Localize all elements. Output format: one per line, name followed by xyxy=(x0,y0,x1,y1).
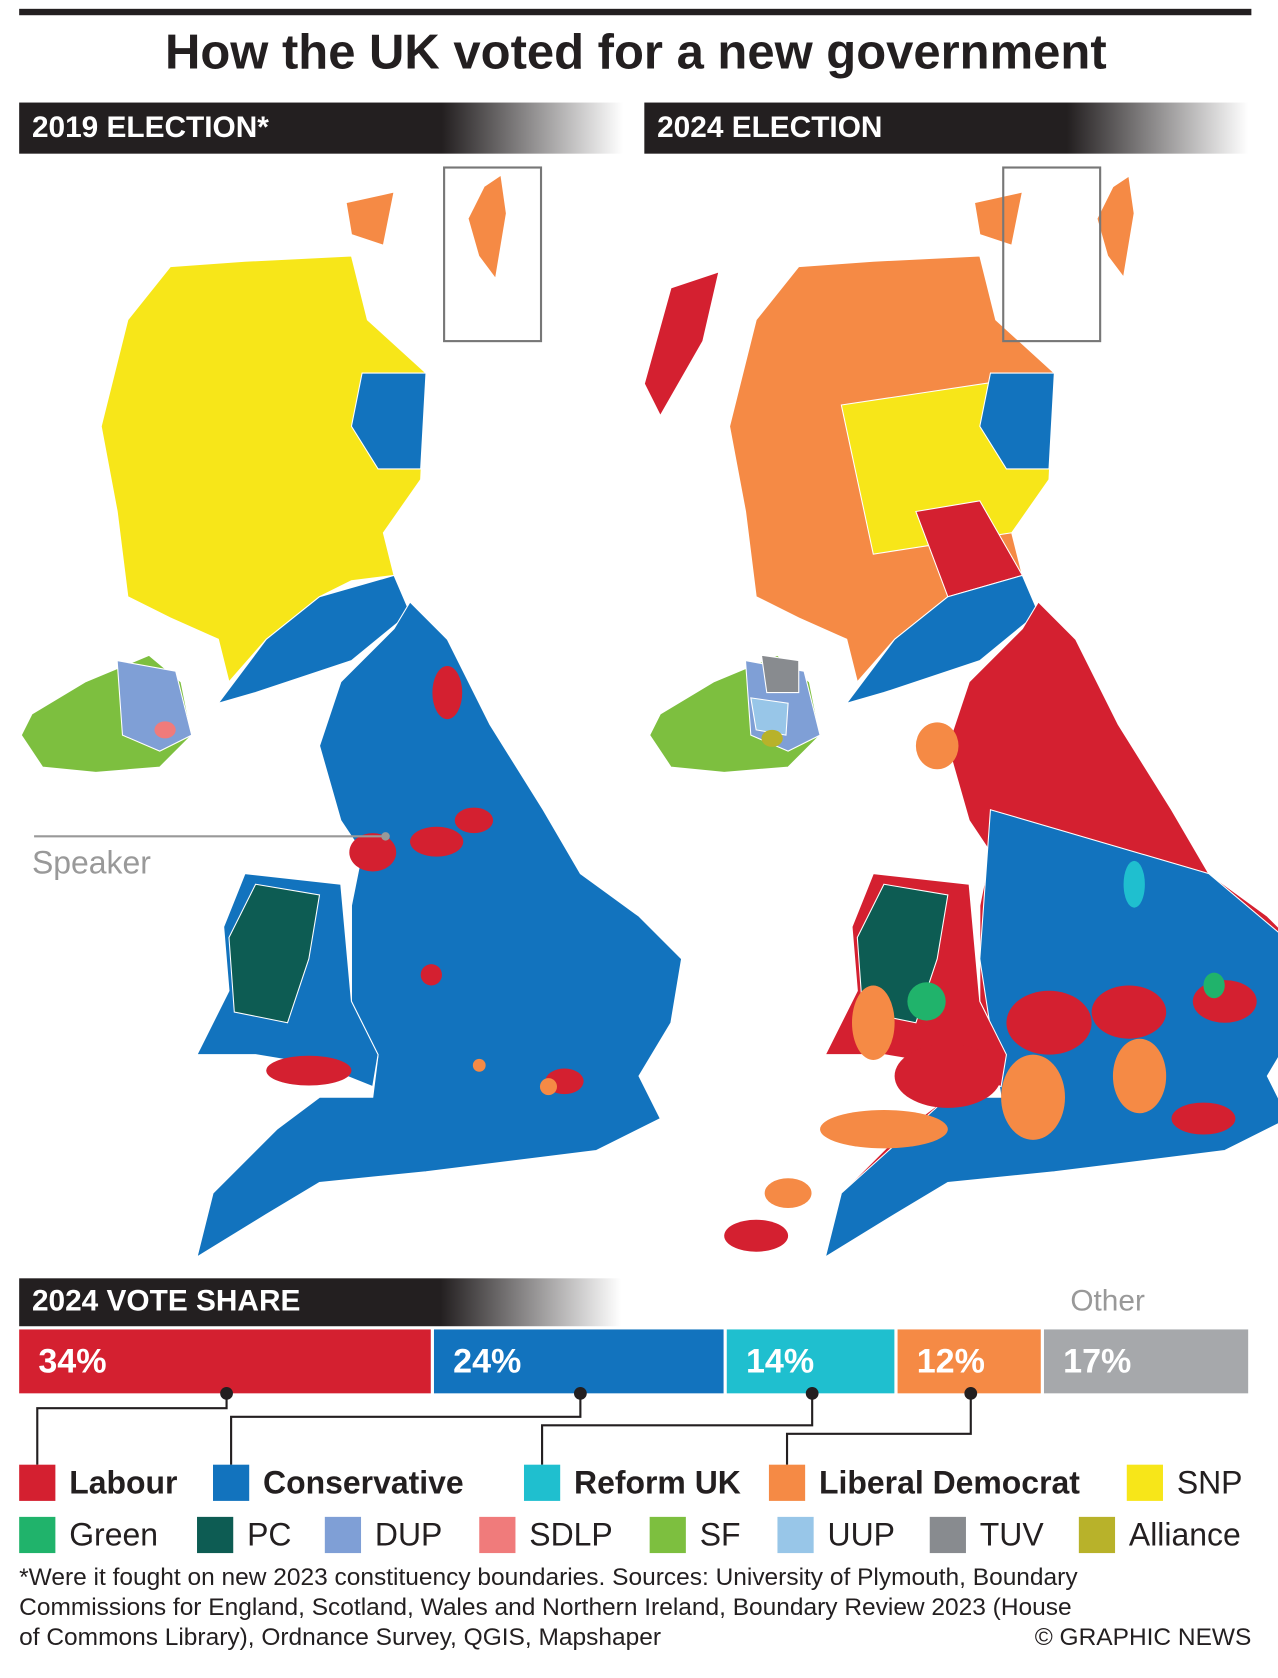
map-region xyxy=(761,729,783,747)
legend-label: PC xyxy=(247,1517,291,1553)
top-rule xyxy=(19,8,1252,16)
map-region xyxy=(724,1219,789,1252)
map-region xyxy=(820,1110,948,1149)
connector xyxy=(230,1393,582,1465)
connector xyxy=(36,1393,228,1465)
legend-label: Alliance xyxy=(1129,1517,1241,1553)
map-region xyxy=(266,1055,352,1086)
map-region xyxy=(116,660,193,752)
connector-dot xyxy=(964,1386,978,1400)
map-region xyxy=(1001,1054,1065,1140)
connector-dot xyxy=(805,1386,819,1400)
bar-label: 14% xyxy=(746,1343,814,1381)
bar-segment xyxy=(726,1329,895,1394)
legend-swatch xyxy=(768,1464,806,1501)
title: How the UK voted for a new government xyxy=(165,26,1107,80)
bar-segment xyxy=(433,1329,724,1394)
legend-swatch xyxy=(19,1464,56,1501)
panel-header xyxy=(644,102,1249,154)
map-region xyxy=(410,826,464,857)
map-region xyxy=(764,1178,812,1209)
bar-label: 12% xyxy=(917,1343,985,1381)
legend-label: SF xyxy=(700,1517,741,1553)
annotation: Speaker xyxy=(32,845,151,881)
footnote: of Commons Library), Ordnance Survey, QG… xyxy=(19,1624,661,1651)
legend-label: SDLP xyxy=(529,1517,612,1553)
legend-swatch xyxy=(479,1516,516,1554)
vote-share-title: 2024 VOTE SHARE xyxy=(32,1285,300,1318)
legend-label: Liberal Democrat xyxy=(819,1464,1080,1500)
legend-swatch xyxy=(929,1516,966,1554)
map-region xyxy=(1096,175,1135,278)
map-region xyxy=(1112,1038,1167,1114)
legend-swatch xyxy=(777,1516,814,1554)
footnote: Commissions for England, Scotland, Wales… xyxy=(19,1594,1071,1621)
connector xyxy=(541,1393,814,1465)
inset-frame xyxy=(443,166,543,343)
legend-swatch xyxy=(1078,1516,1116,1554)
legend-label: Green xyxy=(69,1517,158,1553)
annotation-dot xyxy=(381,832,390,841)
map-region xyxy=(915,722,959,770)
legend-label: Conservative xyxy=(263,1464,464,1500)
map-region xyxy=(539,1078,557,1096)
vote-share-bar: 34% 24% 14% 12% 17% xyxy=(19,1329,1249,1465)
map-2019 xyxy=(20,191,683,1258)
legend-label: Labour xyxy=(69,1464,177,1500)
connector-dot xyxy=(220,1386,233,1400)
legend-label: DUP xyxy=(375,1517,442,1553)
panel-label: 2024 ELECTION xyxy=(657,111,882,144)
legend: Labour Conservative Reform UK Liberal Democ… xyxy=(19,1464,1243,1554)
legend-swatch xyxy=(19,1516,56,1554)
vote-share-header xyxy=(19,1278,621,1327)
map-region xyxy=(907,982,946,1021)
legend-swatch xyxy=(523,1464,561,1501)
legend-swatch xyxy=(324,1516,362,1554)
bar-segment xyxy=(897,1329,1041,1394)
bar-segment xyxy=(19,1329,431,1394)
map-region xyxy=(643,271,720,417)
legend-swatch xyxy=(197,1516,234,1554)
map-region xyxy=(760,654,800,694)
other-label: Other xyxy=(1070,1285,1145,1318)
legend-label: UUP xyxy=(828,1517,895,1553)
map-region xyxy=(750,697,789,736)
bar-label: 34% xyxy=(38,1343,106,1381)
map-region xyxy=(1123,860,1145,908)
legend-swatch xyxy=(1126,1464,1163,1501)
connector-dot xyxy=(573,1386,587,1400)
legend-label: TUV xyxy=(980,1517,1045,1553)
connector xyxy=(785,1393,972,1465)
map-region xyxy=(1203,972,1225,999)
footnote: *Were it fought on new 2023 constituency… xyxy=(19,1564,1078,1591)
map-region xyxy=(852,985,895,1060)
legend-swatch xyxy=(213,1464,250,1501)
map-region xyxy=(973,191,1023,246)
legend-label: Reform UK xyxy=(574,1464,741,1500)
map-region xyxy=(1171,1102,1236,1135)
bar-segment xyxy=(1043,1329,1249,1394)
legend-label: SNP xyxy=(1177,1464,1243,1500)
credit: © GRAPHIC NEWS xyxy=(1035,1624,1252,1651)
bar-label: 24% xyxy=(453,1343,521,1381)
map-region xyxy=(1192,980,1257,1023)
map-region xyxy=(472,1058,486,1072)
map-region xyxy=(894,1044,1002,1108)
map-region xyxy=(345,191,395,246)
inset-shetland xyxy=(468,176,506,278)
inset-frame xyxy=(1002,166,1102,343)
map-region xyxy=(349,833,397,872)
legend-swatch xyxy=(649,1516,686,1554)
map-region xyxy=(420,964,442,986)
map-region xyxy=(432,665,463,720)
map-region xyxy=(454,807,494,834)
panel-header xyxy=(19,102,624,154)
map-region xyxy=(154,721,176,739)
map-2024 xyxy=(643,175,1278,1259)
map-region xyxy=(1006,990,1092,1055)
panel-label: 2019 ELECTION* xyxy=(32,111,269,144)
bar-label: 17% xyxy=(1063,1343,1131,1381)
map-region xyxy=(1091,985,1167,1039)
